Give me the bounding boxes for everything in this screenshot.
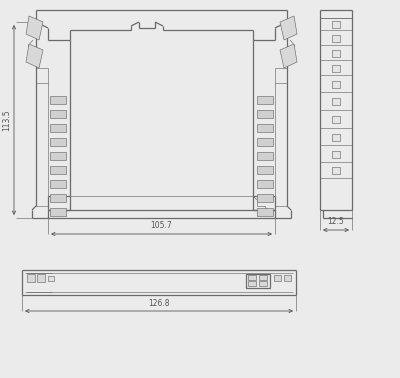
Bar: [50, 110, 66, 118]
Bar: [27, 274, 35, 282]
Bar: [332, 116, 340, 123]
Bar: [332, 133, 340, 141]
Text: 12.5: 12.5: [328, 217, 344, 226]
Bar: [259, 275, 267, 280]
Bar: [50, 166, 66, 174]
Bar: [274, 275, 281, 281]
Bar: [248, 275, 256, 280]
Bar: [332, 167, 340, 174]
Bar: [37, 274, 45, 282]
Bar: [257, 208, 273, 216]
Bar: [257, 180, 273, 188]
Bar: [48, 276, 54, 281]
Bar: [259, 281, 267, 286]
Bar: [257, 124, 273, 132]
Bar: [257, 110, 273, 118]
Bar: [50, 138, 66, 146]
Bar: [332, 50, 340, 56]
Bar: [284, 275, 291, 281]
Bar: [332, 34, 340, 42]
Bar: [257, 138, 273, 146]
Bar: [257, 152, 273, 160]
Polygon shape: [26, 16, 43, 40]
Bar: [50, 208, 66, 216]
Bar: [50, 124, 66, 132]
Bar: [257, 96, 273, 104]
Bar: [257, 194, 273, 202]
Bar: [332, 98, 340, 105]
Bar: [257, 166, 273, 174]
Bar: [50, 194, 66, 202]
Bar: [248, 281, 256, 286]
Bar: [246, 274, 270, 288]
Bar: [50, 96, 66, 104]
Bar: [50, 152, 66, 160]
Bar: [332, 150, 340, 158]
Text: 105.7: 105.7: [151, 222, 172, 231]
Polygon shape: [280, 44, 297, 68]
Polygon shape: [26, 44, 43, 68]
Polygon shape: [280, 16, 297, 40]
Bar: [332, 81, 340, 87]
Text: 113.5: 113.5: [2, 109, 11, 131]
Bar: [50, 180, 66, 188]
Text: 126.8: 126.8: [148, 299, 170, 307]
Bar: [332, 65, 340, 71]
Bar: [332, 21, 340, 28]
